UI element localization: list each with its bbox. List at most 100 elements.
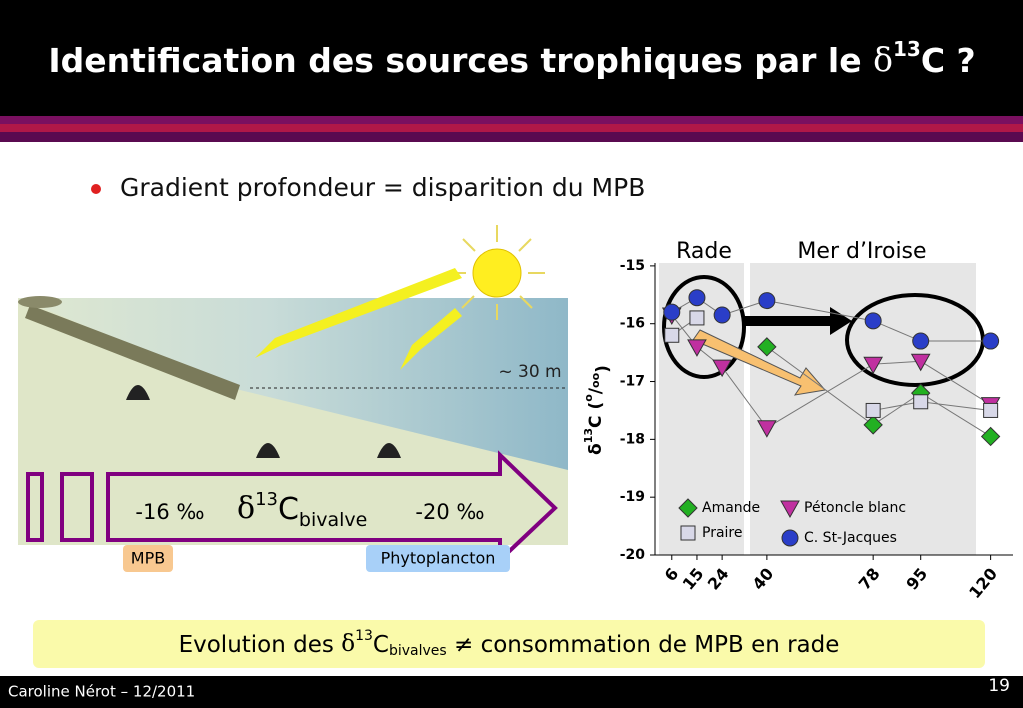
banner-bg bbox=[33, 620, 985, 668]
shells bbox=[126, 385, 401, 458]
log-end bbox=[18, 296, 62, 308]
x-tick-label: 40 bbox=[749, 564, 778, 593]
legend-label: Amande bbox=[702, 500, 760, 516]
mpb-tag: MPB bbox=[131, 549, 165, 568]
banner-text: C bbox=[373, 632, 389, 658]
bullet-dot bbox=[91, 184, 101, 194]
frame bbox=[26, 472, 44, 542]
y-axis-label-part: / bbox=[586, 387, 606, 394]
y-axis-label: δ13C (o/oo) bbox=[582, 365, 613, 455]
x-tick-label: 120 bbox=[965, 564, 1001, 602]
frame bbox=[60, 472, 94, 542]
tag-bg bbox=[123, 545, 173, 572]
shell bbox=[377, 443, 401, 458]
x-tick-label: 95 bbox=[902, 564, 931, 593]
y-axis-label-part: o bbox=[582, 394, 595, 402]
bullet-text: Gradient profondeur = disparition du MPB bbox=[120, 173, 645, 202]
marker bbox=[688, 289, 706, 307]
series-line bbox=[766, 346, 991, 437]
legend-label: Pétoncle blanc bbox=[804, 500, 906, 516]
y-axis-label-part: ) bbox=[593, 365, 613, 373]
log bbox=[25, 305, 240, 400]
y-tick-label: -19 bbox=[620, 489, 645, 505]
footer-author: Caroline Nérot – 12/2011 bbox=[8, 683, 195, 701]
page-number: 19 bbox=[988, 676, 1010, 696]
left-value: -16 ‰ bbox=[135, 500, 204, 524]
legend-marker bbox=[780, 500, 800, 519]
marker bbox=[912, 332, 930, 350]
marker bbox=[757, 420, 777, 438]
symbol-delta: δ bbox=[237, 491, 255, 526]
y-tick-label: -18 bbox=[620, 431, 645, 447]
symbol: δ13Cbivalve bbox=[237, 489, 367, 531]
stripe bbox=[0, 124, 1023, 132]
banner: Evolution des δ13Cbivalves ≠ consommatio… bbox=[179, 628, 840, 659]
title-text: C ? bbox=[921, 41, 976, 80]
legend-marker bbox=[678, 498, 698, 518]
depth-label: ~ 30 m bbox=[498, 362, 561, 382]
x-tick-label: 78 bbox=[855, 564, 884, 593]
marker bbox=[713, 306, 731, 324]
x-tick-label: 15 bbox=[679, 564, 708, 593]
y-axis-label-part: oo bbox=[589, 372, 602, 388]
marker bbox=[712, 359, 732, 378]
marker bbox=[689, 310, 705, 326]
shell bbox=[256, 443, 280, 458]
shell bbox=[126, 385, 150, 400]
y-tick-label: -16 bbox=[620, 316, 645, 332]
symbol-sub: bivalve bbox=[299, 509, 367, 531]
title-sup: 13 bbox=[893, 37, 921, 61]
marker bbox=[863, 415, 883, 435]
marker bbox=[864, 312, 882, 330]
marker bbox=[863, 356, 884, 375]
title: Identification des sources trophiques pa… bbox=[48, 37, 975, 80]
banner-text: Evolution des bbox=[179, 632, 342, 658]
x-tick-label: 24 bbox=[704, 564, 733, 593]
marker bbox=[982, 332, 1000, 350]
stripe bbox=[0, 116, 1023, 124]
banner-text: ≠ consommation de MPB en rade bbox=[447, 632, 840, 658]
title-delta: δ bbox=[873, 40, 893, 79]
region-label: Rade bbox=[676, 239, 732, 264]
legend-label: Praire bbox=[702, 525, 742, 541]
symbol-sup: 13 bbox=[255, 489, 278, 510]
marker bbox=[980, 426, 1001, 447]
header-bg bbox=[0, 0, 1023, 116]
y-axis-label-part: C ( bbox=[586, 402, 606, 428]
gradient-arrow bbox=[106, 450, 558, 565]
region-label: Mer d’Iroise bbox=[797, 239, 926, 264]
phyto-tag: Phytoplancton bbox=[381, 549, 496, 568]
y-tick-label: -20 bbox=[620, 547, 646, 563]
right-value: -20 ‰ bbox=[415, 500, 484, 524]
light-arrow bbox=[400, 308, 462, 370]
marker bbox=[910, 353, 931, 372]
title-text: Identification des sources trophiques pa… bbox=[48, 41, 873, 80]
symbol-c: C bbox=[278, 492, 299, 527]
footer-bg bbox=[0, 676, 1023, 708]
marker bbox=[865, 402, 881, 418]
highlight bbox=[662, 275, 746, 379]
sun bbox=[472, 248, 522, 298]
legend-label: C. St-Jacques bbox=[804, 530, 897, 546]
marker bbox=[663, 303, 681, 321]
arrow bbox=[692, 329, 826, 396]
marker bbox=[757, 337, 777, 357]
stripe bbox=[0, 132, 1023, 142]
legend-marker bbox=[680, 525, 696, 541]
marker bbox=[983, 402, 999, 418]
y-tick-label: -17 bbox=[620, 374, 645, 390]
arrow bbox=[745, 307, 852, 335]
marker bbox=[664, 327, 680, 343]
marker bbox=[687, 339, 707, 357]
banner-sub: bivalves bbox=[389, 643, 447, 659]
tag-bg bbox=[366, 545, 510, 572]
light-arrow bbox=[255, 268, 462, 358]
banner-sup: 13 bbox=[355, 628, 373, 644]
y-axis-label-part: δ bbox=[586, 443, 606, 455]
y-tick-label: -15 bbox=[620, 258, 645, 274]
marker bbox=[913, 394, 929, 410]
banner-delta: δ bbox=[341, 631, 355, 657]
